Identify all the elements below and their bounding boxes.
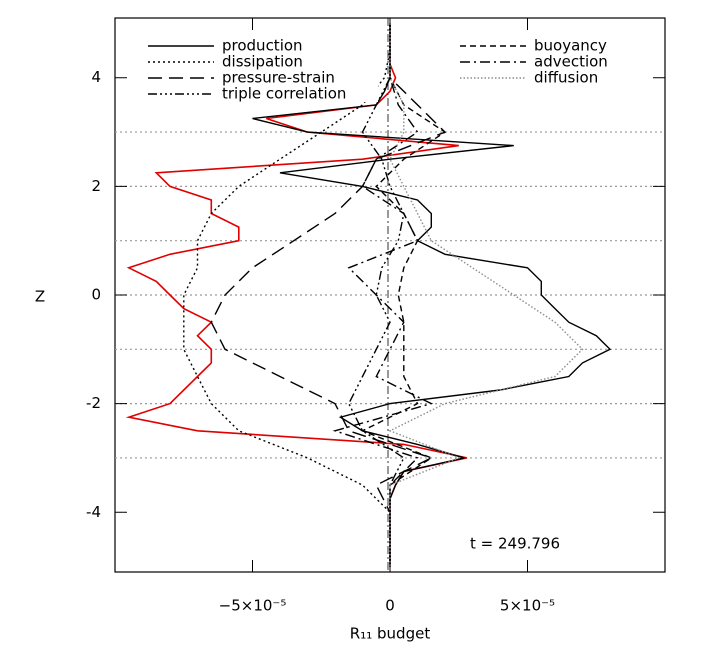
legend-bg	[530, 70, 630, 86]
x-tick-label: −5×10⁻⁵	[219, 597, 287, 615]
x-tick-label: 0	[385, 597, 395, 615]
legend-bg	[218, 54, 378, 70]
legend-label: advection	[534, 53, 608, 71]
legend-bg	[218, 86, 378, 102]
legend-label: diffusion	[534, 69, 598, 87]
legend-label: triple correlation	[222, 85, 346, 103]
y-tick-label: 0	[91, 286, 101, 304]
legend-bg	[530, 54, 630, 70]
series-line	[348, 23, 405, 567]
series-line	[360, 23, 447, 567]
y-axis-label: Z	[35, 288, 45, 306]
legend-label: buoyancy	[534, 37, 607, 55]
annotation: t = 249.796	[470, 535, 560, 553]
y-tick-label: -4	[86, 503, 101, 521]
y-tick-label: -2	[86, 394, 101, 412]
y-tick-label: 4	[91, 68, 101, 86]
series-line	[388, 23, 584, 567]
x-tick-label: 5×10⁻⁵	[500, 597, 555, 615]
series-line	[210, 23, 447, 567]
legend-bg	[530, 38, 630, 54]
legend-bg	[218, 70, 378, 86]
series-line	[252, 23, 612, 567]
legend-label: pressure-strain	[222, 69, 335, 87]
legend-label: dissipation	[222, 53, 303, 71]
x-axis-label: R₁₁ budget	[350, 625, 431, 643]
series-line	[332, 23, 434, 567]
legend-label: production	[222, 37, 303, 55]
y-tick-label: 2	[91, 177, 101, 195]
legend-bg	[218, 38, 378, 54]
series-line	[183, 23, 391, 567]
